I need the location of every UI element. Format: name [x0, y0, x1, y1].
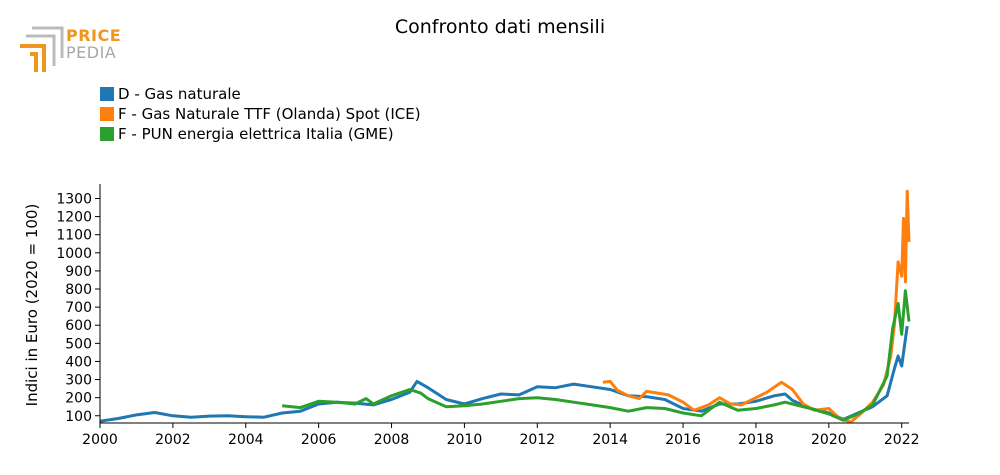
y-tick-label: 800	[65, 282, 92, 298]
y-tick-label: 500	[65, 336, 92, 352]
y-tick-label: 300	[65, 373, 92, 389]
y-tick-label: 100	[65, 409, 92, 425]
y-tick-label: 1000	[56, 246, 92, 262]
chart-axes: 100 200 300 400 500 600 700 800 900 1000 1100 1200 1…	[56, 184, 920, 448]
x-tick-label: 2012	[519, 432, 555, 448]
legend-label: F - PUN energia elettrica Italia (GME)	[118, 125, 394, 143]
x-tick-label: 2004	[228, 432, 264, 448]
y-tick-label: 1300	[56, 191, 92, 207]
x-tick-label: 2018	[738, 432, 774, 448]
plot-lines	[99, 189, 911, 424]
logo-mark-icon	[20, 26, 64, 72]
series-line-3	[282, 289, 911, 422]
x-tick-label: 2022	[884, 432, 920, 448]
legend-swatch	[100, 87, 114, 101]
legend-item-pun[interactable]: F - PUN energia elettrica Italia (GME)	[100, 124, 421, 144]
y-tick-label: 1100	[56, 228, 92, 244]
x-tick-label: 2002	[155, 432, 191, 448]
x-tick-label: 2000	[82, 432, 118, 448]
x-tick-label: 2014	[592, 432, 628, 448]
chart-legend: D - Gas naturale F - Gas Naturale TTF (O…	[100, 84, 421, 144]
y-tick-label: 600	[65, 318, 92, 334]
legend-swatch	[100, 127, 114, 141]
legend-label: F - Gas Naturale TTF (Olanda) Spot (ICE)	[118, 105, 421, 123]
legend-item-ttf[interactable]: F - Gas Naturale TTF (Olanda) Spot (ICE)	[100, 104, 421, 124]
pricepedia-logo: PRICE PEDIA	[18, 24, 128, 74]
y-tick-label: 200	[65, 391, 92, 407]
y-tick-label: 700	[65, 300, 92, 316]
x-tick-label: 2016	[665, 432, 701, 448]
y-tick-label: 1200	[56, 210, 92, 226]
logo-text-pedia: PEDIA	[66, 43, 117, 62]
x-tick-label: 2006	[301, 432, 337, 448]
chart-title: Confronto dati mensili	[394, 16, 606, 38]
y-tick-label: 900	[65, 264, 92, 280]
logo-text-price: PRICE	[66, 26, 122, 45]
x-tick-label: 2008	[374, 432, 410, 448]
y-axis-label: Indici in Euro (2020 = 100)	[23, 204, 41, 407]
series-line-1	[99, 325, 909, 423]
y-tick-label: 400	[65, 354, 92, 370]
legend-swatch	[100, 107, 114, 121]
legend-item-gas-naturale[interactable]: D - Gas naturale	[100, 84, 421, 104]
series-line-2	[602, 189, 911, 424]
legend-label: D - Gas naturale	[118, 85, 241, 103]
x-tick-label: 2010	[447, 432, 483, 448]
x-tick-label: 2020	[811, 432, 847, 448]
